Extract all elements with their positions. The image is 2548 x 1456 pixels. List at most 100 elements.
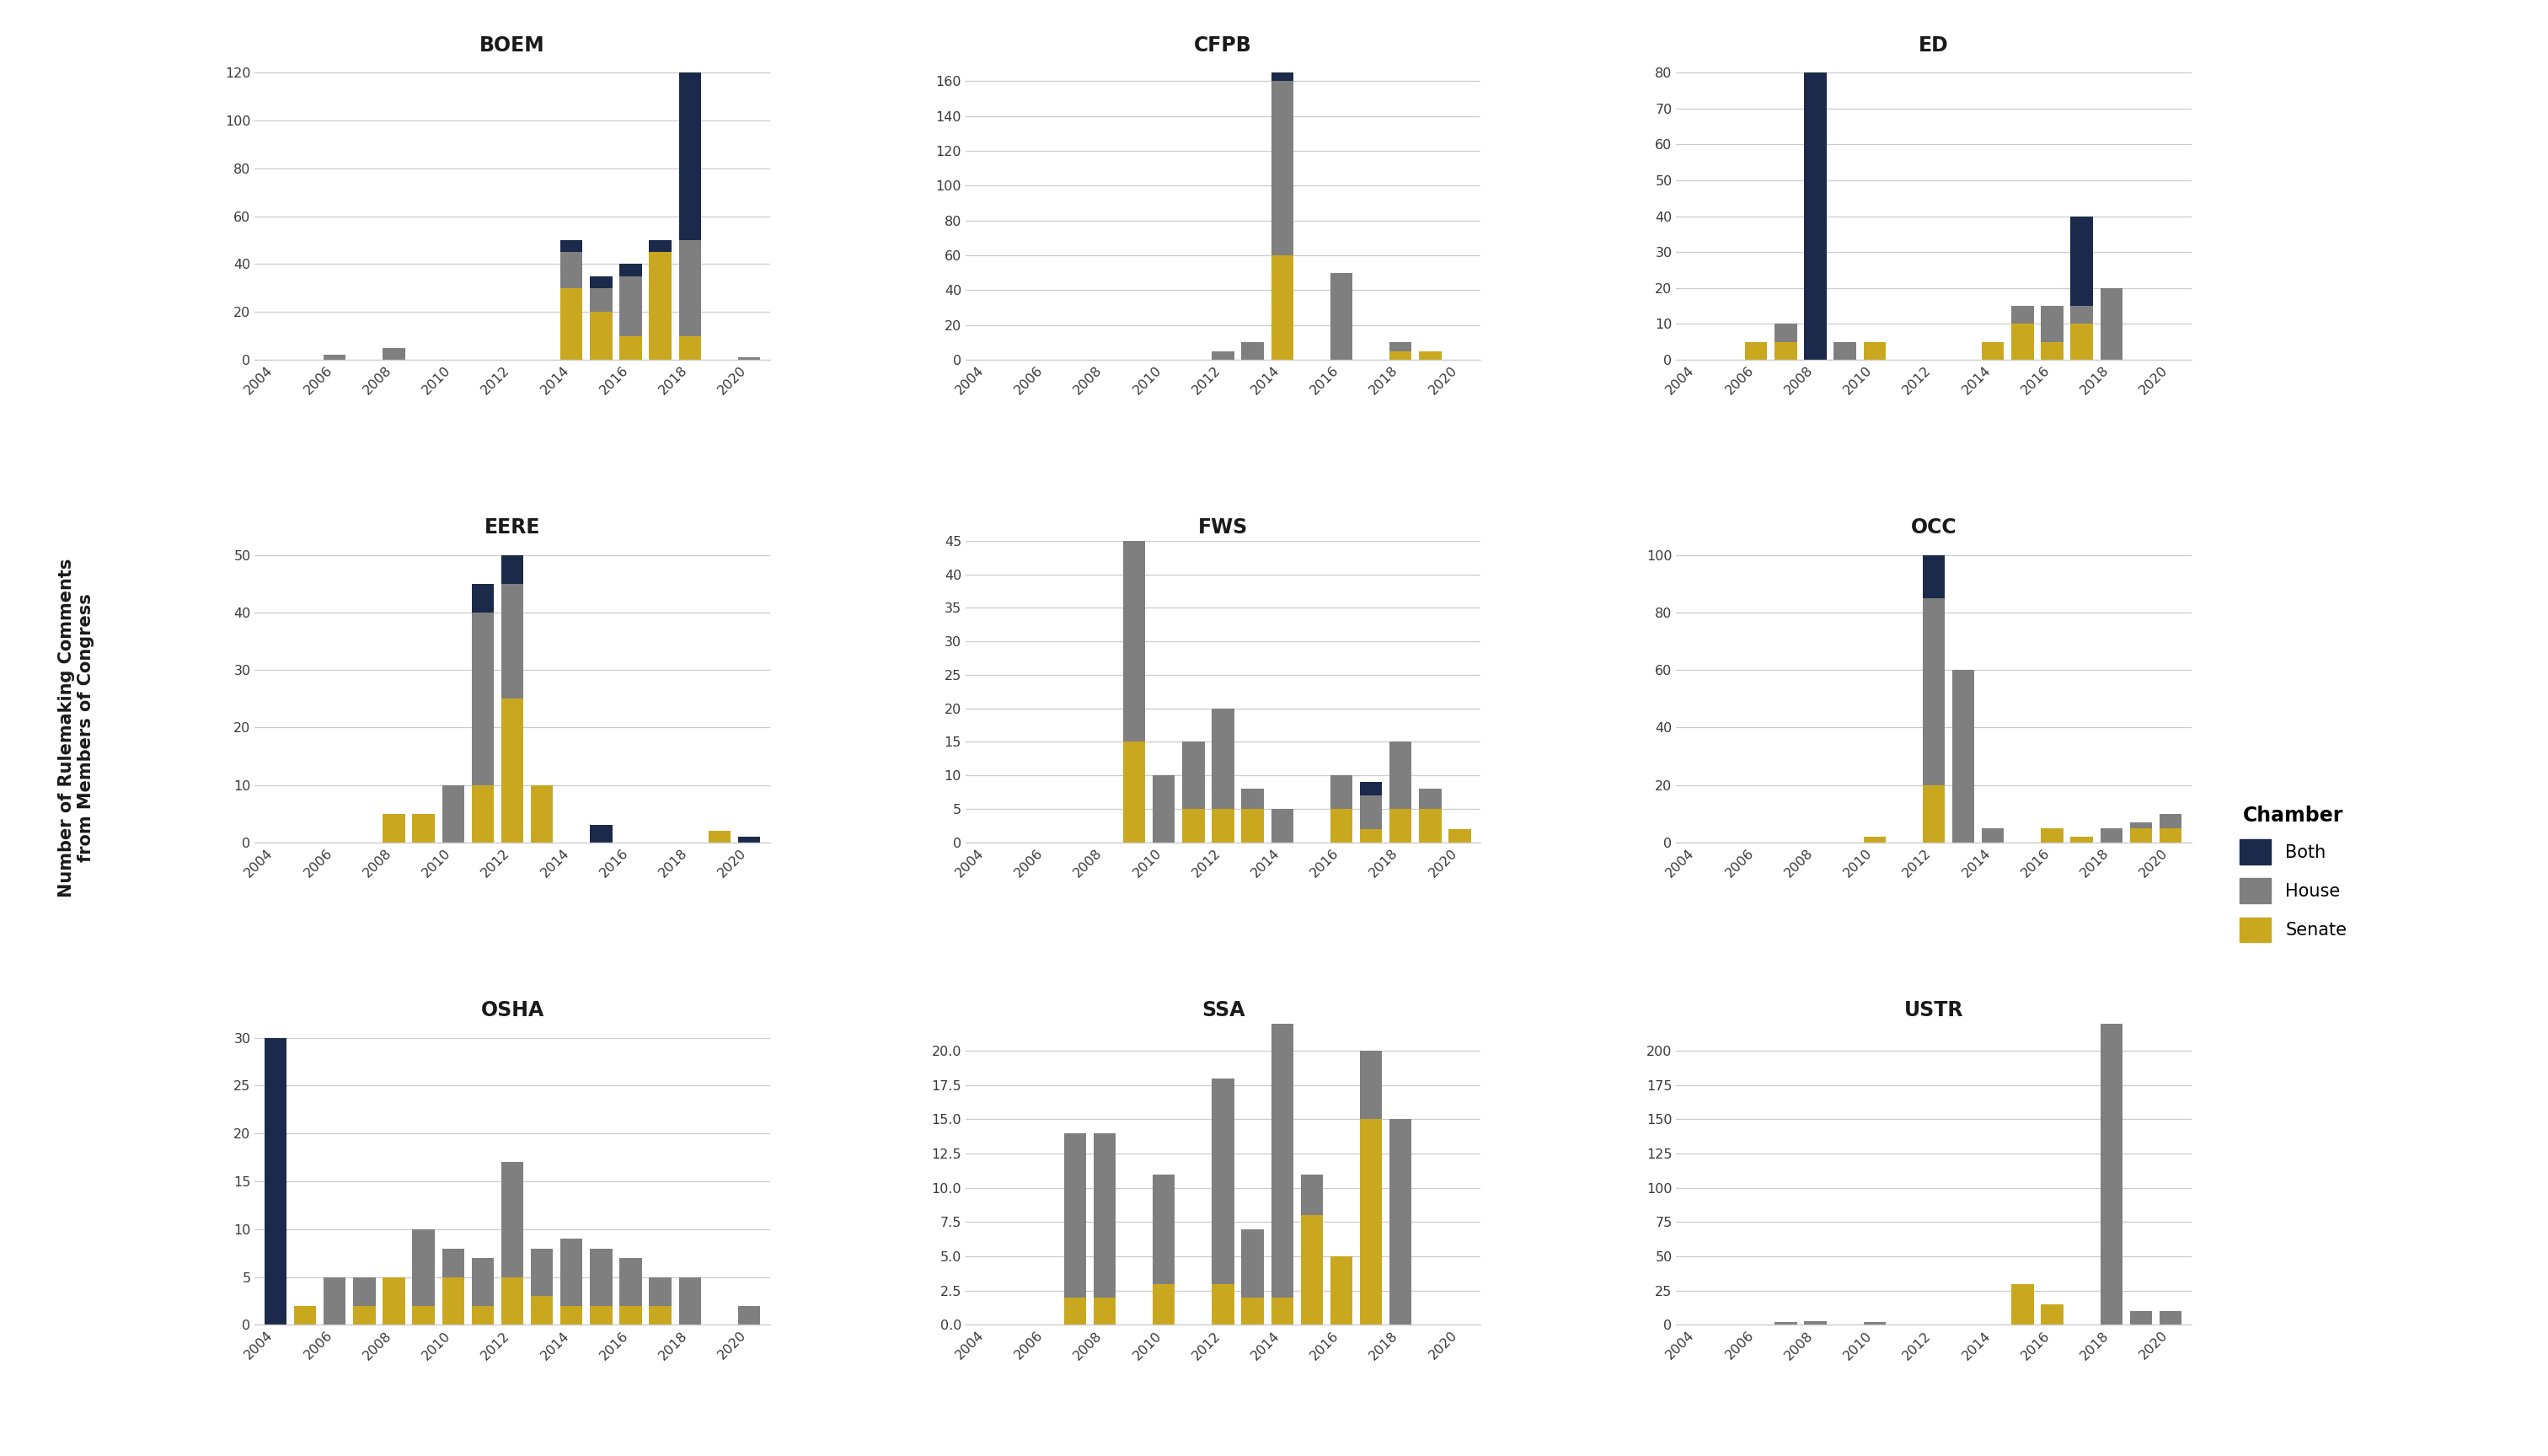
Bar bbox=[1241, 810, 1264, 843]
Bar bbox=[1271, 1297, 1294, 1325]
Bar bbox=[1152, 776, 1175, 843]
Bar bbox=[1361, 1051, 1381, 1120]
Bar bbox=[708, 831, 731, 843]
Bar bbox=[413, 1229, 436, 1306]
Title: EERE: EERE bbox=[484, 518, 540, 537]
Bar bbox=[619, 264, 642, 277]
Bar bbox=[265, 1038, 285, 1325]
Title: FWS: FWS bbox=[1198, 518, 1249, 537]
Bar bbox=[1213, 1284, 1233, 1325]
Bar bbox=[2041, 828, 2064, 843]
Bar bbox=[561, 240, 583, 252]
Bar bbox=[2072, 306, 2092, 323]
Bar bbox=[1419, 789, 1442, 810]
Bar bbox=[2100, 828, 2122, 843]
Title: BOEM: BOEM bbox=[479, 35, 545, 55]
Bar bbox=[1389, 810, 1412, 843]
Text: Number of Rulemaking Comments
from Members of Congress: Number of Rulemaking Comments from Membe… bbox=[59, 559, 94, 897]
Bar bbox=[354, 1306, 375, 1325]
Bar bbox=[1982, 342, 2005, 360]
Bar bbox=[413, 1306, 436, 1325]
Bar bbox=[1419, 351, 1442, 360]
Bar bbox=[650, 252, 673, 360]
Bar bbox=[678, 73, 701, 240]
Bar bbox=[561, 288, 583, 360]
Bar bbox=[324, 355, 347, 360]
Bar bbox=[2010, 323, 2033, 360]
Bar bbox=[1863, 837, 1886, 843]
Bar bbox=[1271, 82, 1294, 255]
Bar bbox=[2041, 342, 2064, 360]
Bar bbox=[1213, 351, 1233, 360]
Bar bbox=[1182, 810, 1205, 843]
Bar bbox=[2041, 1305, 2064, 1325]
Bar bbox=[2130, 823, 2153, 828]
Bar bbox=[1924, 785, 1944, 843]
Bar bbox=[1924, 598, 1944, 785]
Bar bbox=[1361, 795, 1381, 828]
Bar bbox=[678, 1277, 701, 1325]
Bar bbox=[1361, 828, 1381, 843]
Bar bbox=[2072, 217, 2092, 306]
Title: OCC: OCC bbox=[1911, 518, 1957, 537]
Bar bbox=[1271, 1024, 1294, 1297]
Bar bbox=[591, 826, 612, 843]
Bar bbox=[1773, 1322, 1796, 1325]
Bar bbox=[1299, 1174, 1322, 1216]
Bar bbox=[1299, 1216, 1322, 1325]
Bar bbox=[2161, 828, 2181, 843]
Bar bbox=[382, 348, 405, 360]
Title: CFPB: CFPB bbox=[1195, 35, 1251, 55]
Bar bbox=[678, 240, 701, 336]
Bar bbox=[561, 252, 583, 288]
Legend: Both, House, Senate: Both, House, Senate bbox=[2224, 791, 2362, 957]
Bar bbox=[1241, 1229, 1264, 1297]
Bar bbox=[2130, 1312, 2153, 1325]
Bar bbox=[1213, 709, 1233, 810]
Bar bbox=[650, 240, 673, 252]
Bar bbox=[1093, 1297, 1116, 1325]
Bar bbox=[650, 1277, 673, 1306]
Bar bbox=[739, 1306, 759, 1325]
Bar bbox=[441, 1248, 464, 1277]
Bar bbox=[1389, 342, 1412, 351]
Bar bbox=[1330, 272, 1353, 360]
Bar bbox=[619, 277, 642, 336]
Bar bbox=[502, 1162, 522, 1277]
Bar bbox=[1330, 810, 1353, 843]
Bar bbox=[502, 699, 522, 843]
Bar bbox=[1330, 1257, 1353, 1325]
Bar bbox=[739, 357, 759, 360]
Bar bbox=[1213, 810, 1233, 843]
Bar bbox=[382, 814, 405, 843]
Bar bbox=[561, 1239, 583, 1306]
Bar bbox=[1241, 342, 1264, 360]
Bar bbox=[591, 1248, 612, 1306]
Bar bbox=[530, 1248, 553, 1296]
Bar bbox=[1361, 782, 1381, 795]
Bar bbox=[354, 1277, 375, 1306]
Bar bbox=[441, 785, 464, 843]
Bar bbox=[530, 785, 553, 843]
Bar bbox=[1924, 555, 1944, 598]
Bar bbox=[413, 814, 436, 843]
Bar bbox=[1745, 342, 1768, 360]
Bar bbox=[561, 1306, 583, 1325]
Bar bbox=[471, 1258, 494, 1306]
Bar bbox=[1804, 73, 1827, 360]
Bar bbox=[1065, 1133, 1085, 1297]
Bar bbox=[471, 613, 494, 785]
Bar bbox=[1835, 342, 1855, 360]
Bar bbox=[1804, 1321, 1827, 1325]
Bar bbox=[1241, 789, 1264, 810]
Bar bbox=[1124, 540, 1147, 743]
Title: ED: ED bbox=[1919, 35, 1949, 55]
Bar bbox=[619, 336, 642, 360]
Bar bbox=[1863, 1322, 1886, 1325]
Bar bbox=[441, 1277, 464, 1325]
Bar bbox=[2041, 306, 2064, 342]
Bar bbox=[591, 1306, 612, 1325]
Bar bbox=[530, 1296, 553, 1325]
Bar bbox=[502, 555, 522, 584]
Bar bbox=[1389, 351, 1412, 360]
